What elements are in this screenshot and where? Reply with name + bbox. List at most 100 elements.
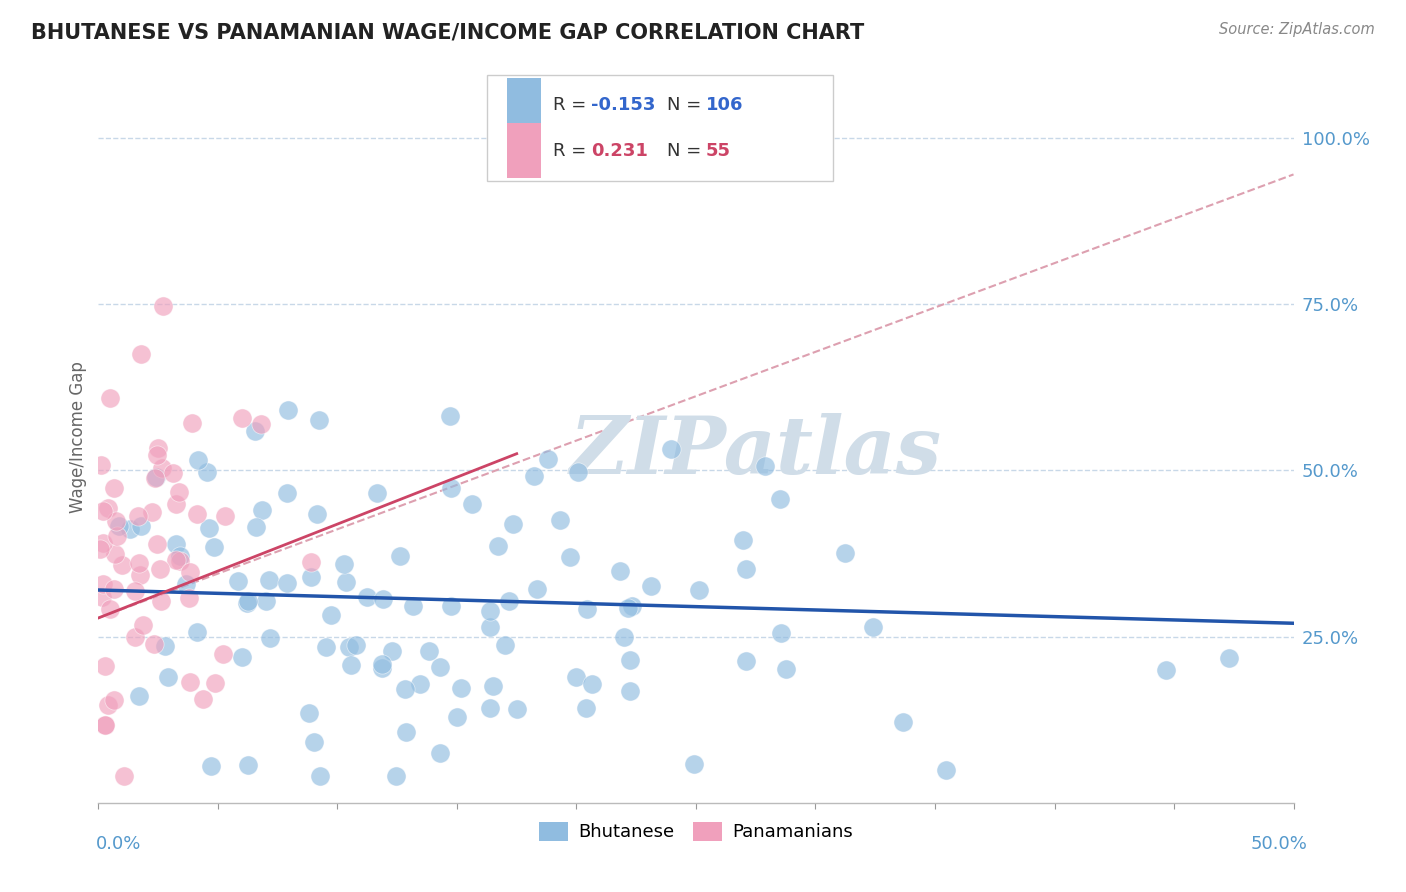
Point — [769, 492, 792, 507]
Point — [149, 594, 172, 608]
Point — [734, 562, 756, 576]
Point — [315, 640, 337, 655]
Point — [344, 638, 367, 652]
Point — [93, 717, 115, 731]
Point — [143, 471, 166, 485]
Text: 50.0%: 50.0% — [1251, 835, 1308, 853]
Point — [103, 582, 125, 596]
Point — [124, 631, 146, 645]
Point — [567, 465, 589, 479]
Point — [165, 537, 187, 551]
Text: -0.153: -0.153 — [591, 96, 655, 114]
Point — [619, 684, 641, 698]
Point — [486, 539, 509, 553]
Point — [214, 509, 236, 524]
Point — [124, 583, 146, 598]
Text: R =: R = — [553, 142, 592, 160]
Point — [94, 658, 117, 673]
Point — [129, 567, 152, 582]
Point — [581, 676, 603, 690]
Point — [236, 758, 259, 772]
Point — [620, 599, 643, 613]
Point — [394, 682, 416, 697]
Text: R =: R = — [553, 96, 592, 114]
Text: Source: ZipAtlas.com: Source: ZipAtlas.com — [1219, 22, 1375, 37]
Point — [299, 555, 322, 569]
Point — [97, 698, 120, 713]
Point — [202, 540, 225, 554]
Point — [548, 513, 571, 527]
Point — [98, 391, 121, 405]
Point — [200, 758, 222, 772]
Point — [461, 497, 484, 511]
Point — [523, 469, 546, 483]
Point — [337, 640, 360, 654]
Point — [236, 596, 259, 610]
Point — [186, 508, 208, 522]
Point — [97, 500, 120, 515]
Point — [128, 689, 150, 703]
Point — [429, 659, 451, 673]
Point — [169, 553, 191, 567]
Point — [891, 714, 914, 729]
Point — [479, 620, 502, 634]
Point — [105, 529, 128, 543]
Point — [112, 769, 135, 783]
Point — [862, 620, 884, 634]
Point — [402, 599, 425, 613]
Point — [174, 576, 197, 591]
Point — [371, 591, 394, 606]
Point — [149, 562, 172, 576]
Point — [132, 617, 155, 632]
Text: N =: N = — [668, 142, 707, 160]
Point — [145, 469, 167, 483]
Point — [191, 692, 214, 706]
Point — [156, 670, 179, 684]
Text: N =: N = — [668, 96, 707, 114]
Point — [731, 533, 754, 547]
Point — [103, 693, 125, 707]
Point — [576, 601, 599, 615]
Text: 55: 55 — [706, 142, 731, 160]
Point — [1154, 663, 1177, 677]
Point — [388, 549, 411, 564]
Point — [254, 594, 277, 608]
Point — [259, 631, 281, 645]
Point — [688, 583, 710, 598]
Point — [613, 631, 636, 645]
Point — [335, 574, 357, 589]
Text: ZIPatlas: ZIPatlas — [569, 413, 942, 491]
Text: 0.0%: 0.0% — [96, 835, 141, 853]
Point — [440, 599, 463, 614]
Legend: Bhutanese, Panamanians: Bhutanese, Panamanians — [531, 814, 860, 848]
Point — [775, 662, 797, 676]
Point — [482, 679, 505, 693]
Point — [129, 347, 152, 361]
Point — [93, 504, 115, 518]
Point — [356, 591, 378, 605]
Point — [439, 409, 461, 424]
Point — [250, 417, 273, 432]
Point — [180, 416, 202, 430]
Point — [245, 520, 267, 534]
Point — [245, 425, 267, 439]
Point — [276, 486, 298, 500]
Point — [146, 441, 169, 455]
Point — [277, 402, 299, 417]
Point — [204, 676, 226, 690]
Point — [640, 579, 662, 593]
Point — [91, 590, 114, 604]
Point — [150, 460, 173, 475]
Point — [165, 497, 187, 511]
Point — [186, 625, 208, 640]
Point — [575, 700, 598, 714]
Point — [197, 465, 219, 479]
Point — [127, 509, 149, 524]
Text: BHUTANESE VS PANAMANIAN WAGE/INCOME GAP CORRELATION CHART: BHUTANESE VS PANAMANIAN WAGE/INCOME GAP … — [31, 22, 865, 42]
Point — [89, 542, 111, 557]
Point — [198, 521, 221, 535]
Point — [231, 410, 253, 425]
Point — [103, 481, 125, 495]
Point — [366, 486, 388, 500]
Point — [108, 519, 131, 533]
